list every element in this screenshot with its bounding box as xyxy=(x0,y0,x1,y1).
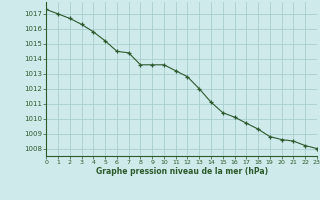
X-axis label: Graphe pression niveau de la mer (hPa): Graphe pression niveau de la mer (hPa) xyxy=(96,167,268,176)
